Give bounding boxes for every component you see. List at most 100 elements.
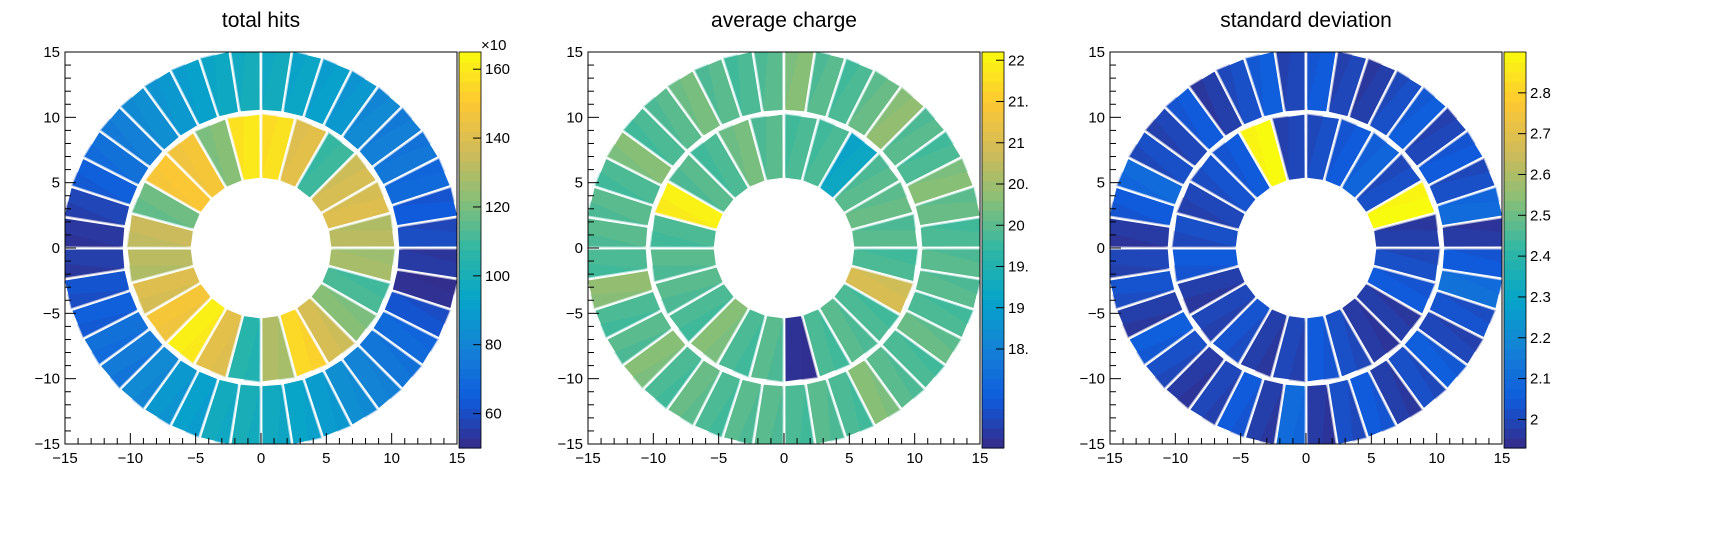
sector-shade-outer-3 <box>323 70 366 126</box>
sector-shade-outer-2 <box>826 57 861 118</box>
colorbar-band <box>982 240 1004 251</box>
sector-shade-inner-23 <box>226 115 244 182</box>
colorbar-band <box>982 378 1004 390</box>
sector-shade-outer-10 <box>1443 248 1502 263</box>
colorbar-band <box>982 259 1004 271</box>
sector-shade-outer-38 <box>1244 54 1264 118</box>
colorbar-band <box>1504 240 1526 251</box>
sector-shade-outer-4 <box>1386 86 1436 138</box>
sector-shade-outer-2 <box>303 57 338 118</box>
sector-shade-outer-27 <box>1121 310 1184 339</box>
colorbar-band <box>982 339 1004 350</box>
x-tick-label: 0 <box>1302 450 1310 467</box>
sector-shade-outer-19 <box>276 383 292 444</box>
colorbar-band <box>982 368 1004 380</box>
sector-shade-outer-21 <box>1259 383 1285 444</box>
colorbar-band <box>1504 61 1526 73</box>
colorbar-tick-label: 2.6 <box>1530 166 1551 183</box>
sector-shade-outer-35 <box>642 96 688 151</box>
sector-shade-outer-12 <box>1436 290 1497 325</box>
sector-shade-outer-19 <box>1321 383 1337 444</box>
sector-shade-outer-34 <box>99 118 151 168</box>
sector-shade-outer-36 <box>1188 78 1226 137</box>
colorbar-band <box>982 309 1004 320</box>
colorbar-band <box>459 101 481 112</box>
colorbar-band <box>1504 200 1526 211</box>
sector-shade-inner-7 <box>1372 266 1436 300</box>
sector-shade-outer-39 <box>753 52 769 113</box>
y-tick-label: 0 <box>1097 240 1105 257</box>
sector-shade-inner-13 <box>1254 314 1288 378</box>
colorbar-tick-label: 21. <box>1008 94 1029 111</box>
sector-shade-inner-17 <box>651 265 718 283</box>
sector-shade-outer-6 <box>372 130 431 168</box>
colorbar-band <box>459 52 481 63</box>
sector-shade-outer-20 <box>769 385 784 444</box>
x-tick-label: −5 <box>187 450 204 467</box>
sector-shade-inner-14 <box>1224 307 1272 365</box>
sector-shade-inner-16 <box>137 282 201 315</box>
panel-3: standard deviation −15 −10 −5 0 5 10 15 15 10 5 0 −5… <box>1080 9 1551 467</box>
sector-shade-inner-9 <box>832 297 879 354</box>
sector-shade-inner-20 <box>1189 166 1247 214</box>
sector-shade-outer-32 <box>1115 171 1176 206</box>
sector-shade-outer-31 <box>1110 201 1171 227</box>
colorbar-tick-label: 120 <box>485 199 510 216</box>
colorbar-band <box>459 329 481 340</box>
sector-outer-9 <box>395 216 457 249</box>
sector-shade-outer-1 <box>805 52 831 113</box>
colorbar-band <box>459 398 481 409</box>
colorbar-band <box>459 349 481 360</box>
y-tick-label: −10 <box>558 371 583 388</box>
sector-shade-inner-1 <box>802 118 836 182</box>
colorbar-tick-label: 2.8 <box>1530 85 1551 102</box>
sector-shade-inner-2 <box>818 131 866 189</box>
colorbar-band <box>1504 388 1526 400</box>
x-tick-label: 5 <box>1367 450 1375 467</box>
sector-shade-inner-19 <box>654 196 718 230</box>
sector-shade-outer-14 <box>894 328 946 378</box>
x-tick-label: 15 <box>449 450 466 467</box>
sector-shade-outer-31 <box>65 201 126 227</box>
sector-shade-inner-15 <box>1200 296 1257 343</box>
sector-shade-outer-5 <box>1403 106 1458 152</box>
colorbar-tick-label: 2.4 <box>1530 248 1551 265</box>
colorbar-band <box>459 358 481 370</box>
sector-outer-18 <box>281 377 324 444</box>
sector-shade-outer-39 <box>1275 52 1291 113</box>
colorbar-band <box>982 220 1004 231</box>
sector-outer-8 <box>913 185 980 228</box>
sector-shade-outer-23 <box>156 370 199 426</box>
sector-shade-inner-1 <box>1324 118 1358 182</box>
colorbar-band <box>982 210 1004 221</box>
x-tick-label: −10 <box>641 450 666 467</box>
colorbar-band <box>1504 230 1526 241</box>
sector-shade-outer-29 <box>588 263 649 279</box>
colorbar-band <box>982 250 1004 261</box>
x-tick-label: −10 <box>1163 450 1188 467</box>
sector-shade-outer-38 <box>199 54 219 118</box>
sector-shade-outer-37 <box>1215 63 1244 126</box>
sector-shade-outer-33 <box>606 143 662 186</box>
sector-shade-inner-14 <box>702 307 750 365</box>
colorbar-band <box>459 121 481 132</box>
sector-shade-outer-9 <box>1441 217 1502 233</box>
colorbar-tick-label: 2.5 <box>1530 207 1551 224</box>
sector-shade-outer-0 <box>261 52 276 111</box>
sector-shade-inner-18 <box>649 230 715 248</box>
sector-shade-inner-3 <box>310 153 367 200</box>
sector-shade-inner-10 <box>1340 308 1373 372</box>
colorbar-tick-label: 18. <box>1008 341 1029 358</box>
sector-shade-outer-33 <box>1128 143 1184 186</box>
colorbar-band <box>1504 408 1526 419</box>
sector-shade-outer-32 <box>593 171 654 206</box>
colorbar-band <box>459 180 481 192</box>
colorbar-tick-label: 2.3 <box>1530 289 1551 306</box>
colorbar-band <box>459 220 481 231</box>
sector-shade-inner-6 <box>1375 248 1441 266</box>
colorbar-band <box>982 71 1004 83</box>
colorbar-band <box>1504 121 1526 132</box>
colorbar-band <box>1504 398 1526 409</box>
colorbar-frame <box>981 51 1005 449</box>
colorbar-band <box>982 52 1004 63</box>
